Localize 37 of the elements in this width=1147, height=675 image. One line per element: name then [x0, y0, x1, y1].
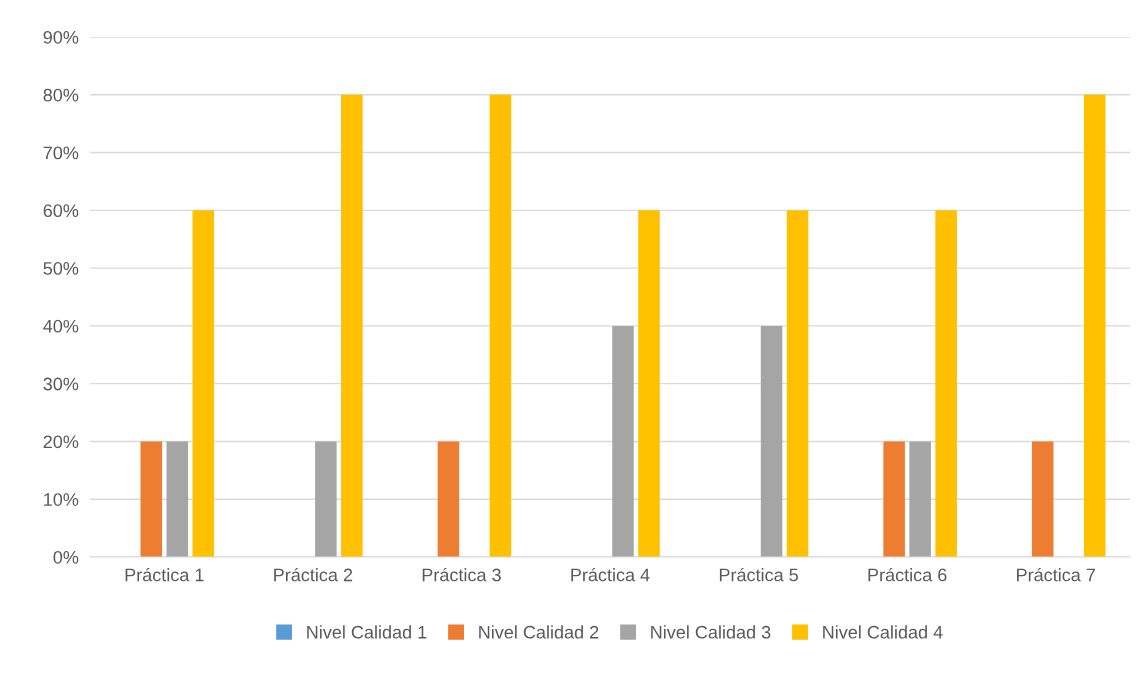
- y-tick-label: 60%: [43, 204, 79, 218]
- bar: [1083, 94, 1106, 557]
- x-tick-label: Práctica 7: [1017, 567, 1095, 582]
- legend-label: Nivel Calidad 4: [823, 625, 943, 639]
- bar: [1031, 441, 1054, 557]
- y-tick-label: 10%: [44, 493, 79, 506]
- x-tick-label: Práctica 5: [719, 567, 798, 582]
- legend-label: Nivel Calidad 2: [479, 625, 599, 639]
- bar: [489, 94, 512, 557]
- y-tick-label: 20%: [43, 435, 79, 449]
- y-tick-label: 40%: [43, 319, 79, 333]
- bar: [638, 210, 660, 557]
- bar: [935, 210, 957, 557]
- bar: [341, 94, 363, 557]
- bar: [883, 441, 905, 557]
- y-tick-label: 70%: [43, 146, 79, 160]
- bar: [437, 441, 460, 557]
- legend-label: Nivel Calidad 1: [307, 625, 427, 639]
- bar: [909, 441, 931, 557]
- x-tick-label: Práctica 4: [571, 567, 650, 582]
- x-tick-label: Práctica 2: [274, 567, 353, 582]
- y-tick-label: 80%: [43, 88, 79, 102]
- x-tick-label: Práctica 3: [422, 567, 501, 582]
- y-tick-label: 90%: [43, 30, 79, 44]
- y-tick-label: 30%: [43, 377, 79, 391]
- bar: [140, 441, 163, 557]
- legend-label: Nivel Calidad 3: [651, 625, 771, 639]
- x-tick-label: Práctica 1: [125, 567, 204, 582]
- bar: [192, 210, 215, 557]
- bar: [760, 325, 783, 557]
- bar: [315, 441, 337, 557]
- bar: [786, 210, 809, 557]
- y-tick-label: 0%: [53, 550, 79, 564]
- bar: [166, 441, 189, 557]
- bar: [612, 325, 634, 557]
- y-tick-label: 50%: [43, 262, 79, 275]
- x-tick-label: Práctica 6: [868, 567, 947, 582]
